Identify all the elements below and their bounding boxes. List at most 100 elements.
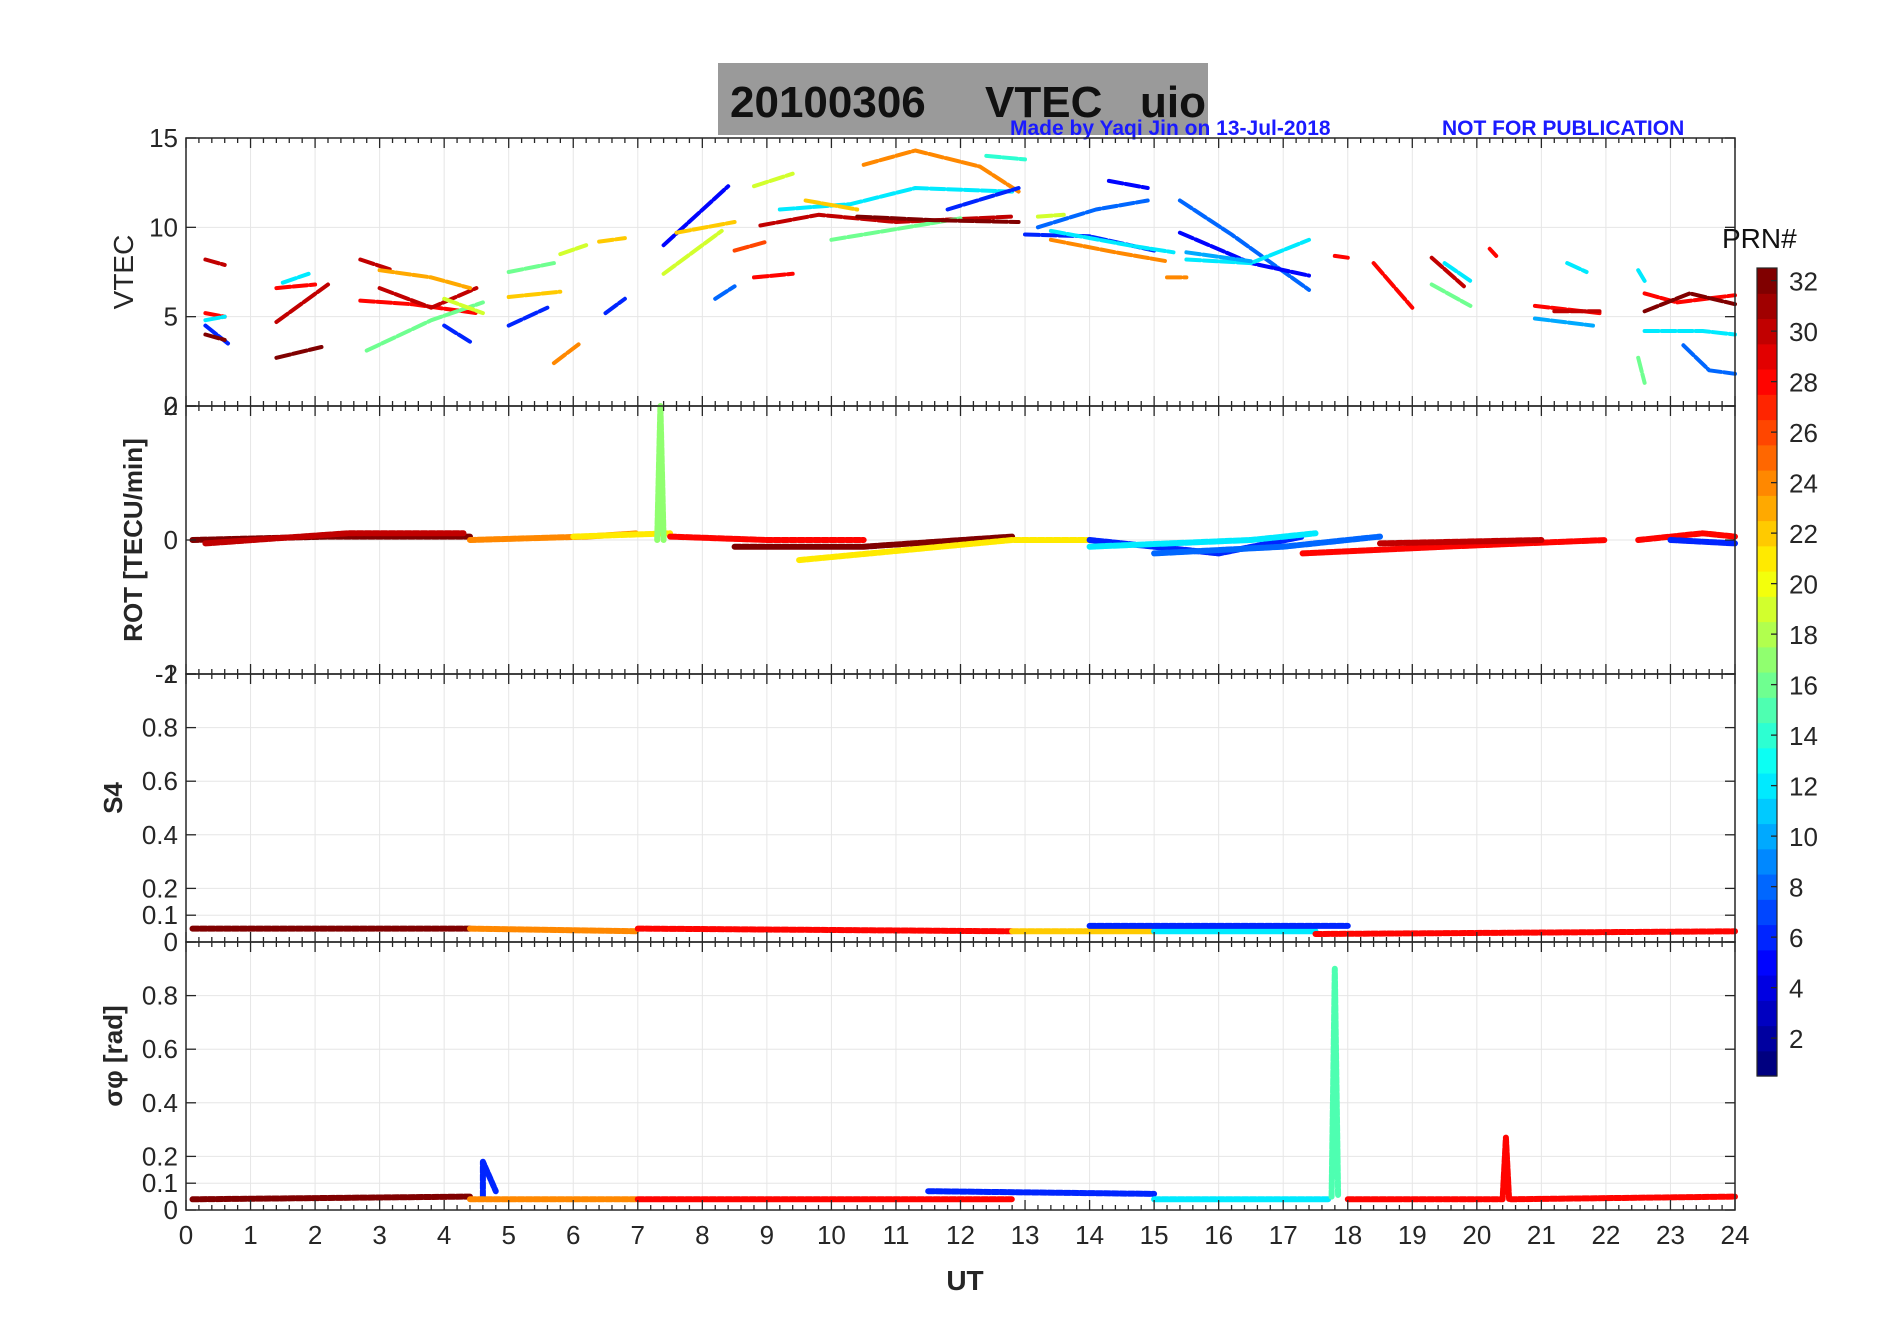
x-tick-label: 2	[308, 1220, 322, 1250]
data-series-prn-6	[945, 186, 1021, 212]
data-series-prn-6	[1667, 537, 1738, 547]
data-series-prn-16	[1429, 282, 1473, 308]
data-series-prn-19	[558, 243, 589, 257]
colorbar-swatch-prn-12	[1757, 773, 1777, 799]
x-tick-label: 14	[1075, 1220, 1104, 1250]
data-series-prn-28	[1635, 530, 1738, 543]
data-series-prn-16	[364, 300, 485, 353]
y-tick-label: 0.4	[142, 1088, 178, 1118]
data-series-prn-12	[1442, 261, 1473, 283]
data-series-prn-32	[189, 1193, 473, 1203]
y-tick-label: 15	[149, 123, 178, 153]
credit-text: Made by Yaqi Jin on 13-Jul-2018	[1010, 117, 1331, 140]
data-series-prn-24	[1048, 237, 1169, 264]
x-axis-label: UT	[946, 1265, 983, 1296]
x-tick-label: 22	[1591, 1220, 1620, 1250]
colorbar-tick-label: 30	[1789, 317, 1818, 347]
data-series-prn-28	[1299, 537, 1609, 557]
x-tick-label: 11	[882, 1220, 909, 1250]
y-tick-label: 2	[164, 391, 178, 421]
colorbar-swatch-prn-32	[1757, 268, 1777, 294]
colorbar-swatch-prn-7	[1757, 899, 1777, 926]
colorbar-swatch-prn-22	[1757, 520, 1777, 547]
x-tick-label: 9	[760, 1220, 774, 1250]
data-series-prn-32	[274, 345, 324, 360]
data-series-prn-22	[506, 289, 563, 299]
panel-data	[189, 403, 1738, 564]
panel-s4: 00.10.2 0.4 0.6 0.8 1 S4	[98, 659, 1738, 957]
colorbar-tick-label: 16	[1789, 671, 1818, 701]
data-series-prn-19	[752, 171, 795, 189]
colorbar-swatch-prn-28	[1757, 369, 1777, 395]
data-series-prn-32	[1642, 291, 1737, 314]
data-series-prn-28	[667, 533, 867, 543]
x-tick-label: 7	[631, 1220, 645, 1250]
colorbar-swatch-prn-4	[1757, 975, 1777, 1001]
data-series-prn-8	[713, 284, 737, 301]
x-tick-label: 6	[566, 1220, 580, 1250]
y-tick-label: 0.2	[142, 873, 178, 903]
data-series-prn-12	[280, 271, 311, 285]
data-series-prn-32	[731, 533, 1016, 550]
colorbar-swatch-prn-13	[1757, 747, 1777, 774]
colorbar-swatch-prn-5	[1757, 949, 1777, 976]
data-series-prn-16	[1636, 355, 1647, 385]
colorbar-label: PRN#	[1722, 223, 1797, 254]
data-series-prn-16	[506, 261, 556, 274]
colorbar-tick-label: 20	[1789, 570, 1818, 600]
y-axis-label: S4	[98, 782, 128, 814]
colorbar-frame	[1756, 267, 1778, 1077]
x-tick-label: 8	[695, 1220, 709, 1250]
data-series-prn-6	[479, 1158, 499, 1200]
data-series-prn-22	[803, 198, 860, 212]
data-series-prn-30	[274, 282, 330, 324]
colorbar-swatch-prn-31	[1757, 293, 1777, 320]
colorbar-tick-label: 2	[1789, 1024, 1803, 1054]
data-series-prn-32	[203, 332, 227, 342]
data-series-prn-12	[203, 314, 227, 323]
data-series-prn-5	[661, 184, 731, 248]
y-tick-label: 0	[164, 1195, 178, 1225]
data-series-prn-12	[1642, 329, 1737, 337]
x-tick-label: 16	[1204, 1220, 1233, 1250]
data-series-prn-10	[1532, 316, 1595, 328]
data-series-prn-21	[796, 537, 1093, 564]
data-series-prn-30	[377, 286, 479, 310]
colorbar-swatch-prn-8	[1757, 874, 1777, 900]
panel-data	[189, 922, 1738, 937]
x-tick-label: 5	[501, 1220, 515, 1250]
colorbar-swatch-prn-17	[1757, 646, 1777, 673]
data-series-prn-28	[1312, 928, 1738, 937]
colorbar-swatch-prn-16	[1757, 672, 1777, 698]
y-tick-label: 0	[164, 927, 178, 957]
title-label: VTEC	[985, 78, 1102, 127]
data-series-prn-15	[1328, 965, 1342, 1200]
colorbar-tick-label: 18	[1789, 620, 1818, 650]
data-series-prn-22	[597, 236, 627, 244]
colorbar-tick-label: 26	[1789, 418, 1818, 448]
panel-grid	[185, 137, 1736, 407]
y-tick-label: 5	[164, 302, 178, 332]
y-axis-label: VTEC	[108, 235, 139, 310]
data-series-prn-19	[442, 296, 485, 316]
colorbar-tick-label: 12	[1789, 772, 1818, 802]
x-tick-label: 21	[1527, 1220, 1556, 1250]
data-series-prn-28	[1371, 261, 1415, 310]
title-box	[718, 63, 1208, 135]
colorbar-swatch-prn-24	[1757, 470, 1777, 496]
title-station: uio	[1140, 78, 1206, 127]
data-series-prn-8	[1151, 533, 1383, 557]
colorbar-swatch-prn-19	[1757, 596, 1777, 623]
data-series-prn-21	[570, 530, 674, 540]
data-series-prn-12	[1048, 228, 1176, 255]
y-tick-label: 0.1	[142, 1168, 178, 1198]
data-series-prn-17	[654, 403, 667, 543]
colorbar-swatch-prn-18	[1757, 621, 1777, 648]
data-series-prn-28	[274, 282, 318, 291]
data-series-prn-30	[202, 530, 467, 547]
data-series-prn-8	[1681, 343, 1737, 376]
panel-sigma_phi: 00.10.2 0.4 0.6 0.8 σφ [rad]	[98, 941, 1738, 1225]
